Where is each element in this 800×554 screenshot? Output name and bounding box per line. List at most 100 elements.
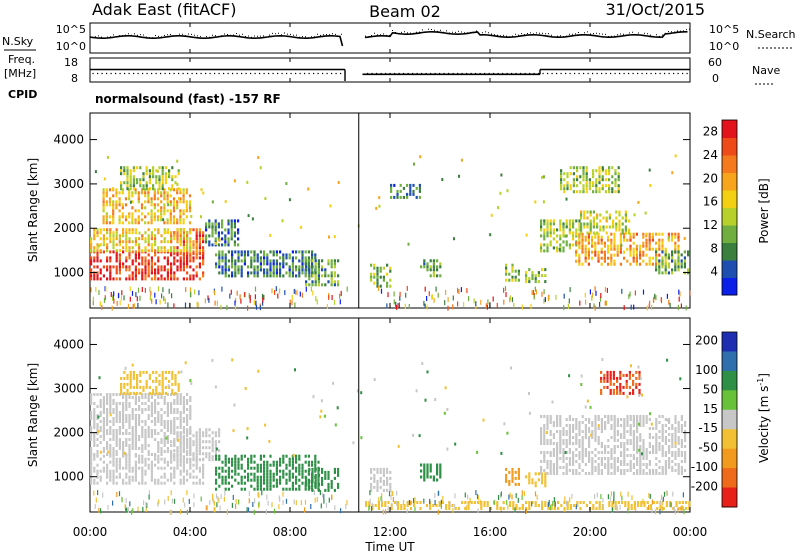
- heatmap-cell: [617, 184, 620, 188]
- heatmap-cell: [218, 454, 221, 458]
- heatmap-cell: [415, 195, 418, 199]
- heatmap-cell: [126, 187, 129, 191]
- heatmap-cell: [208, 225, 211, 229]
- heatmap-cell: [304, 469, 307, 473]
- heatmap-cell: [639, 262, 642, 266]
- heatmap-cell: [189, 441, 192, 444]
- heatmap-cell: [129, 379, 132, 383]
- heatmap-cell: [677, 259, 680, 263]
- heatmap-cell: [304, 499, 307, 505]
- heatmap-cell: [594, 232, 597, 236]
- heatmap-cell: [182, 197, 185, 201]
- heatmap-cell: [214, 240, 217, 244]
- heatmap-cell: [202, 452, 205, 456]
- heatmap-cell: [134, 463, 137, 467]
- heatmap-cell: [282, 472, 285, 476]
- heatmap-cell: [243, 454, 246, 458]
- heatmap-cell: [603, 244, 606, 248]
- heatmap-cell: [192, 256, 195, 260]
- heatmap-cell: [628, 373, 631, 377]
- heatmap-cell: [305, 271, 308, 275]
- heatmap-cell: [184, 502, 186, 508]
- heatmap-cell: [166, 411, 169, 414]
- heatmap-cell: [320, 409, 323, 413]
- heatmap-cell: [415, 389, 418, 393]
- heatmap-cell: [179, 231, 182, 235]
- heatmap-cell: [131, 259, 134, 263]
- heatmap-cell: [658, 460, 661, 463]
- heatmap-cell: [396, 304, 398, 310]
- heatmap-cell: [106, 469, 109, 473]
- heatmap-cell: [173, 399, 176, 402]
- heatmap-cell: [192, 454, 195, 458]
- heatmap-cell: [382, 467, 385, 471]
- heatmap-cell: [163, 203, 166, 207]
- heatmap-cell: [160, 191, 163, 195]
- heatmap-cell: [227, 487, 230, 491]
- heatmap-cell: [163, 237, 166, 241]
- heatmap-cell: [458, 289, 460, 294]
- heatmap-cell: [594, 305, 596, 311]
- heatmap-cell: [552, 451, 555, 454]
- heatmap-cell: [620, 243, 623, 247]
- heatmap-cell: [172, 209, 176, 213]
- heatmap-cell: [102, 194, 105, 198]
- heatmap-cell: [167, 203, 170, 207]
- heatmap-cell: [154, 292, 156, 298]
- heatmap-cell: [613, 262, 616, 266]
- heatmap-cell: [568, 457, 571, 460]
- heatmap-cell: [170, 472, 173, 476]
- heatmap-cell: [128, 417, 131, 420]
- heatmap-cell: [664, 451, 667, 454]
- heatmap-cell: [115, 194, 118, 198]
- heatmap-cell: [421, 362, 424, 365]
- heatmap-cell: [173, 402, 176, 405]
- heatmap-cell: [198, 277, 201, 281]
- heatmap-cell: [169, 188, 172, 192]
- heatmap-cell: [234, 469, 237, 473]
- heatmap-cell: [549, 234, 552, 238]
- heatmap-cell: [639, 448, 642, 451]
- heatmap-cell: [390, 183, 393, 187]
- heatmap-cell: [549, 469, 552, 472]
- heatmap-cell: [138, 256, 141, 260]
- heatmap-cell: [602, 228, 605, 232]
- heatmap-cell: [192, 463, 195, 467]
- heatmap-cell: [618, 228, 621, 232]
- heatmap-cell: [677, 253, 680, 257]
- heatmap-cell: [182, 402, 185, 405]
- heatmap-cell: [591, 433, 594, 436]
- heatmap-cell: [645, 262, 648, 266]
- heatmap-cell: [604, 427, 607, 430]
- heatmap-cell: [179, 402, 182, 405]
- heatmap-cell: [202, 440, 205, 444]
- heatmap-cell: [602, 167, 604, 171]
- heatmap-cell: [112, 447, 115, 450]
- heatmap-cell: [150, 203, 153, 207]
- heatmap-cell: [156, 209, 160, 213]
- heatmap-cell: [565, 225, 568, 229]
- heatmap-cell: [176, 188, 179, 192]
- heatmap-cell: [635, 253, 638, 257]
- heatmap-cell: [546, 439, 549, 442]
- heatmap-cell: [195, 246, 198, 250]
- heatmap-cell: [575, 454, 578, 457]
- heatmap-cell: [588, 442, 591, 445]
- heatmap-cell: [377, 501, 380, 504]
- heatmap-cell: [573, 504, 576, 507]
- heatmap-cell: [90, 414, 93, 417]
- nsearch-trace: [95, 28, 690, 39]
- heatmap-cell: [423, 265, 426, 269]
- heatmap-cell: [148, 178, 151, 182]
- heatmap-cell: [134, 447, 137, 450]
- heatmap-cell: [310, 504, 312, 509]
- heatmap-cell: [566, 172, 569, 176]
- heatmap-cell: [619, 391, 622, 395]
- heatmap-cell: [141, 237, 144, 241]
- heatmap-cell: [259, 484, 262, 488]
- heatmap-cell: [595, 187, 598, 191]
- heatmap-cell: [202, 458, 205, 462]
- heatmap-cell: [247, 457, 250, 461]
- heatmap-cell: [240, 478, 243, 482]
- heatmap-cell: [192, 452, 195, 456]
